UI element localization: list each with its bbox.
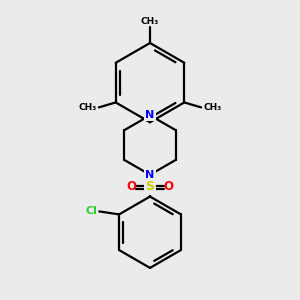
- Text: CH₃: CH₃: [79, 103, 97, 112]
- Text: O: O: [126, 180, 136, 193]
- Text: N: N: [146, 170, 154, 180]
- Text: CH₃: CH₃: [203, 103, 221, 112]
- Text: Cl: Cl: [85, 206, 97, 216]
- Text: N: N: [146, 110, 154, 120]
- Text: CH₃: CH₃: [141, 17, 159, 26]
- Text: O: O: [164, 180, 174, 193]
- Text: S: S: [146, 180, 154, 193]
